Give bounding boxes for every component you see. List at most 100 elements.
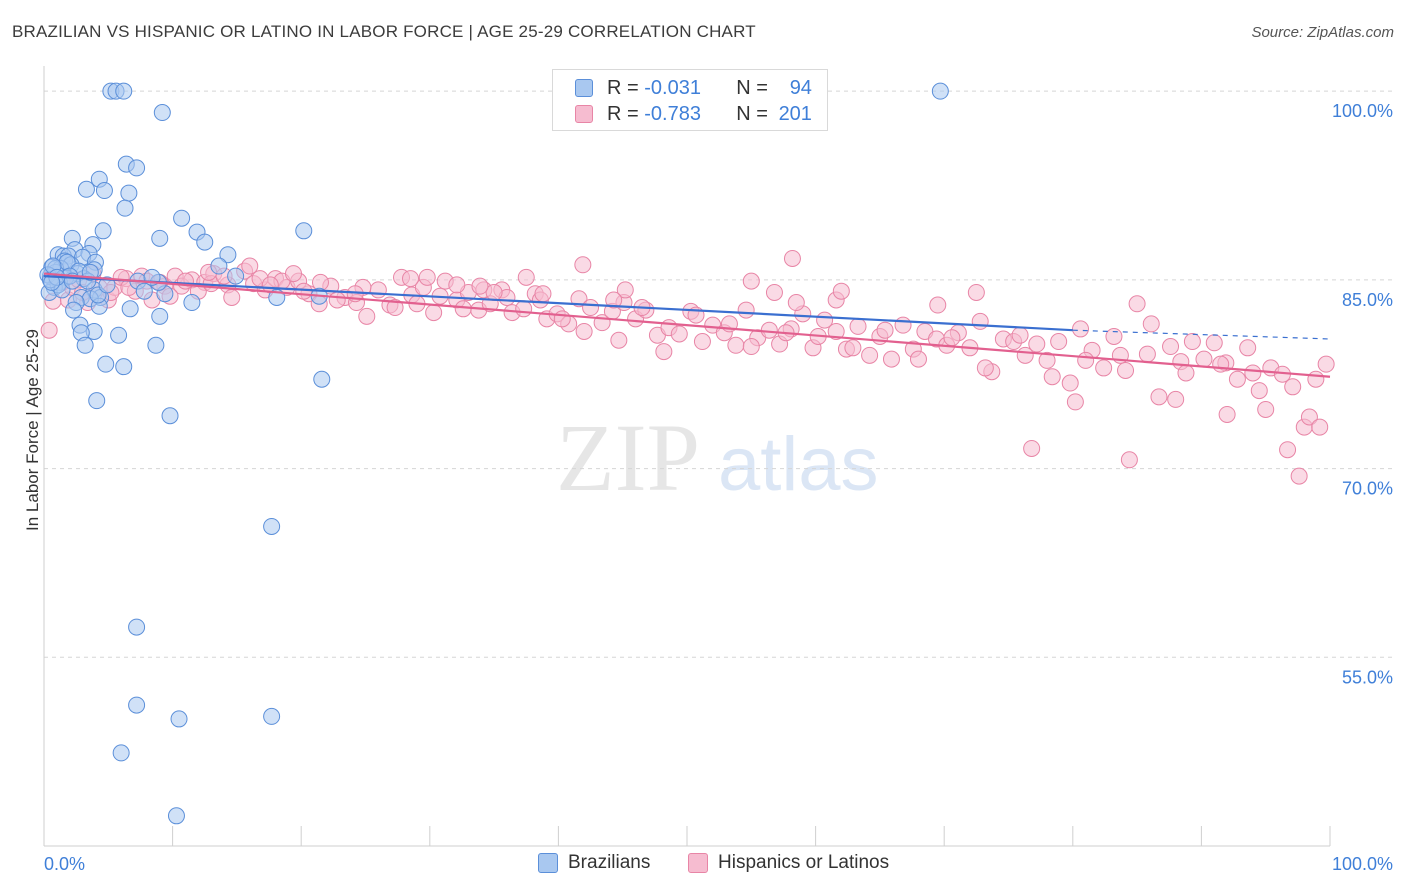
data-point-brazilians — [65, 301, 83, 319]
data-point-brazilians — [161, 407, 179, 425]
data-point-hispanics — [1011, 326, 1029, 344]
data-point-hispanics — [418, 268, 436, 286]
data-point-hispanics — [1195, 350, 1213, 368]
data-point-hispanics — [1239, 339, 1257, 357]
data-point-hispanics — [1050, 333, 1068, 351]
data-point-brazilians — [121, 300, 139, 318]
data-point-brazilians — [263, 707, 281, 725]
data-point-hispanics — [742, 338, 760, 356]
data-point-hispanics — [894, 316, 912, 334]
data-point-hispanics — [1205, 334, 1223, 352]
data-point-hispanics — [454, 300, 472, 318]
legend-n-label: N = — [736, 76, 768, 99]
data-point-brazilians — [116, 199, 134, 217]
data-point-hispanics — [1162, 338, 1180, 356]
data-point-brazilians — [76, 336, 94, 354]
data-point-hispanics — [1038, 351, 1056, 369]
data-point-brazilians — [97, 355, 115, 373]
series-hispanics-points — [40, 249, 1335, 485]
data-point-hispanics — [967, 283, 985, 301]
data-point-hispanics — [1167, 390, 1185, 408]
data-point-hispanics — [574, 256, 592, 274]
data-point-brazilians — [931, 82, 949, 100]
data-point-hispanics — [1212, 355, 1230, 373]
data-point-hispanics — [402, 270, 420, 288]
data-point-brazilians — [227, 267, 245, 285]
data-point-brazilians — [167, 807, 185, 825]
data-point-hispanics — [737, 301, 755, 319]
data-point-hispanics — [534, 285, 552, 303]
data-point-brazilians — [263, 517, 281, 535]
legend-r-value: -0.031 — [644, 76, 701, 99]
data-point-hispanics — [1061, 374, 1079, 392]
data-point-hispanics — [176, 272, 194, 290]
data-point-hispanics — [760, 321, 778, 339]
data-point-hispanics — [976, 359, 994, 377]
data-point-hispanics — [1284, 378, 1302, 396]
data-point-hispanics — [876, 321, 894, 339]
legend-swatch-blue — [538, 853, 558, 873]
data-point-hispanics — [1307, 370, 1325, 388]
data-point-hispanics — [861, 346, 879, 364]
data-point-hispanics — [765, 283, 783, 301]
legend-item-brazilians[interactable]: Brazilians — [538, 852, 650, 874]
data-point-hispanics — [929, 296, 947, 314]
data-point-hispanics — [670, 325, 688, 343]
legend-item-hispanics[interactable]: Hispanics or Latinos — [688, 852, 889, 874]
data-point-brazilians — [88, 392, 106, 410]
correlation-legend: R = -0.031 N = 94 R = -0.783 N = 201 — [552, 69, 828, 131]
data-point-hispanics — [655, 343, 673, 361]
data-point-hispanics — [582, 299, 600, 317]
legend-r-label: R = — [607, 102, 639, 125]
data-point-hispanics — [971, 312, 989, 330]
data-point-hispanics — [358, 307, 376, 325]
data-point-hispanics — [425, 304, 443, 322]
data-point-hispanics — [882, 350, 900, 368]
data-point-brazilians — [128, 618, 146, 636]
data-point-hispanics — [727, 336, 745, 354]
legend-row-hispanics: R = -0.783 N = 201 — [575, 103, 812, 125]
data-point-brazilians — [147, 336, 165, 354]
data-point-hispanics — [1218, 405, 1236, 423]
x-tick-label: 100.0% — [1332, 854, 1393, 874]
legend-swatch-pink — [688, 853, 708, 873]
data-point-brazilians — [219, 246, 237, 264]
data-point-brazilians — [112, 744, 130, 762]
data-point-brazilians — [173, 209, 191, 227]
data-point-hispanics — [485, 283, 503, 301]
data-point-brazilians — [128, 696, 146, 714]
data-point-hispanics — [515, 300, 533, 318]
data-point-hispanics — [616, 281, 634, 299]
legend-row-brazilians: R = -0.031 N = 94 — [575, 77, 812, 99]
y-tick-label: 100.0% — [1332, 101, 1393, 121]
data-point-hispanics — [1066, 393, 1084, 411]
source-label: Source: ZipAtlas.com — [1251, 24, 1394, 41]
x-tick-label: 0.0% — [44, 854, 85, 874]
data-point-hispanics — [1257, 400, 1275, 418]
data-point-hispanics — [1105, 327, 1123, 345]
data-point-hispanics — [1120, 451, 1138, 469]
data-point-hispanics — [1095, 359, 1113, 377]
data-point-brazilians — [135, 282, 153, 300]
data-point-hispanics — [386, 299, 404, 317]
watermark-zip: ZIP — [556, 404, 700, 511]
data-point-hispanics — [1279, 441, 1297, 459]
series-brazilians-points — [39, 82, 949, 825]
data-point-hispanics — [943, 329, 961, 347]
data-point-brazilians — [120, 184, 138, 202]
legend-r-value: -0.783 — [644, 102, 701, 125]
trend-line-hispanics — [43, 272, 1331, 378]
data-point-hispanics — [827, 322, 845, 340]
data-point-hispanics — [610, 331, 628, 349]
data-point-brazilians — [94, 222, 112, 240]
data-point-brazilians — [115, 358, 133, 376]
data-point-hispanics — [783, 249, 801, 267]
data-point-hispanics — [448, 276, 466, 294]
data-point-brazilians — [295, 222, 313, 240]
data-point-hispanics — [1300, 408, 1318, 426]
data-point-hispanics — [570, 290, 588, 308]
data-point-hispanics — [1043, 368, 1061, 386]
data-point-hispanics — [328, 291, 346, 309]
data-point-brazilians — [170, 710, 188, 728]
